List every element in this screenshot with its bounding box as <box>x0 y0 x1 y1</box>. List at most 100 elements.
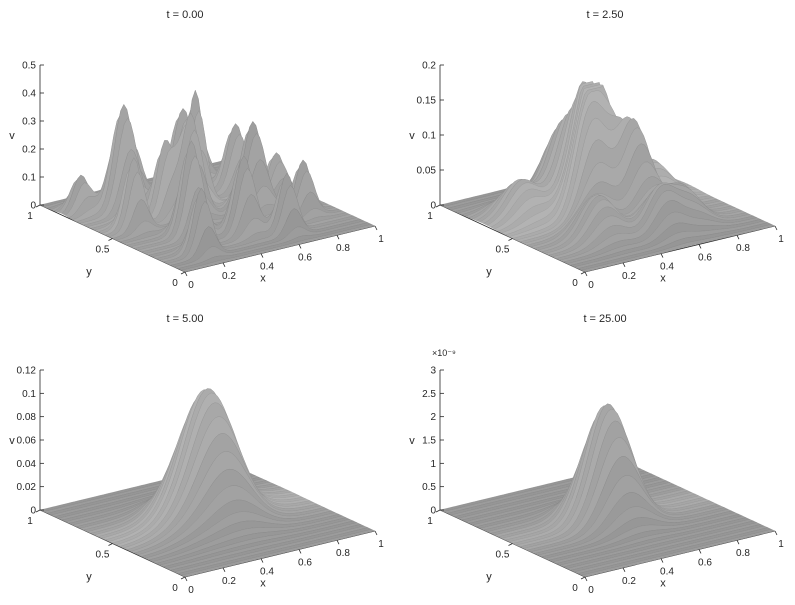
z-tick-label: 0.4 <box>22 89 36 100</box>
x-tick-mark <box>622 262 626 267</box>
y-tick-mark <box>508 543 513 546</box>
y-tick-label: 0.5 <box>96 550 110 561</box>
z-axis-label: v <box>409 130 415 142</box>
x-tick-mark <box>260 558 264 563</box>
z-tick-label: 0.15 <box>417 96 437 107</box>
z-tick-label: 0 <box>30 506 36 517</box>
z-tick-label: 0 <box>30 201 36 212</box>
x-tick-label: 0 <box>188 585 194 596</box>
x-tick-label: 0.4 <box>660 567 674 578</box>
surface-mesh <box>39 89 376 273</box>
z-tick-label: 0 <box>430 201 436 212</box>
y-tick-mark <box>35 204 41 208</box>
y-tick-mark <box>180 271 186 275</box>
x-tick-label: 1 <box>778 539 784 550</box>
z-tick-label: 1 <box>430 459 436 470</box>
x-tick-label: 0 <box>588 280 594 291</box>
z-tick-label: 0.1 <box>422 131 436 142</box>
z-tick-label: 0.3 <box>22 117 36 128</box>
z-tick-label: 0.2 <box>422 61 436 72</box>
surface-panel-3: t = 5.00 0 0.2 0.4 0.6 0.8 1 x 0 0.5 1 y 0 0.02 0.04 0.… <box>9 313 384 596</box>
surface-panel-2: t = 2.50 0 0.2 0.4 0.6 0.8 1 x 0 0.5 1 y 0 0.05 0.1 0.1… <box>409 9 784 291</box>
x-tick-mark <box>584 271 588 277</box>
z-tick-label: 0.05 <box>417 166 437 177</box>
x-tick-label: 0.4 <box>660 262 674 273</box>
x-tick-mark <box>260 253 264 258</box>
x-axis-label: x <box>660 578 666 590</box>
z-tick-label: 1.5 <box>422 436 436 447</box>
surface-mesh <box>439 403 776 578</box>
y-tick-label: 1 <box>27 211 33 222</box>
panel-title: t = 25.00 <box>583 313 626 325</box>
x-tick-label: 0.6 <box>298 557 312 568</box>
y-tick-label: 0 <box>172 583 178 594</box>
x-tick-mark <box>698 549 702 554</box>
x-tick-label: 0.2 <box>622 576 636 587</box>
x-tick-label: 0.6 <box>698 557 712 568</box>
surface-mesh <box>439 81 776 273</box>
x-tick-mark <box>736 540 740 545</box>
x-tick-mark <box>222 567 226 572</box>
surface-panel-1: t = 0.00 0 0.2 0.4 0.6 0.8 1 x 0 0.5 1 y 0 0.1 0.2 0.3 0… <box>9 9 384 291</box>
y-axis-label: y <box>86 571 92 583</box>
x-tick-mark <box>298 244 302 249</box>
x-tick-mark <box>774 225 778 231</box>
y-tick-mark <box>108 543 113 546</box>
x-tick-mark <box>622 567 626 572</box>
z-tick-label: 0.1 <box>22 173 36 184</box>
y-tick-label: 0.5 <box>496 245 510 256</box>
x-axis-label: x <box>660 273 666 285</box>
y-tick-mark <box>435 509 441 513</box>
z-tick-label: 0.1 <box>22 389 36 400</box>
y-tick-mark <box>108 238 113 241</box>
y-tick-label: 0 <box>572 583 578 594</box>
y-tick-mark <box>580 271 586 275</box>
y-tick-label: 0.5 <box>496 550 510 561</box>
z-tick-label: 0.04 <box>17 459 37 470</box>
x-tick-mark <box>584 576 588 582</box>
x-tick-label: 0.4 <box>260 262 274 273</box>
x-tick-mark <box>374 530 378 536</box>
surface-mesh <box>39 388 376 578</box>
x-tick-label: 0.4 <box>260 567 274 578</box>
x-tick-mark <box>736 235 740 240</box>
x-tick-label: 0.6 <box>298 252 312 263</box>
x-tick-mark <box>222 262 226 267</box>
panel-title: t = 5.00 <box>166 313 203 325</box>
z-axis-label: v <box>9 435 15 447</box>
x-tick-label: 0 <box>188 280 194 291</box>
x-tick-label: 1 <box>378 539 384 550</box>
x-tick-mark <box>336 235 340 240</box>
x-tick-mark <box>374 225 378 231</box>
y-tick-mark <box>35 509 41 513</box>
x-axis-label: x <box>260 273 266 285</box>
z-tick-label: 3 <box>430 366 436 377</box>
surface-panel-4: t = 25.00 0 0.2 0.4 0.6 0.8 1 x 0 0.5 1 y 0 0.5 1 1.5 2 2… <box>409 313 784 596</box>
z-tick-label: 0.02 <box>17 482 37 493</box>
y-axis-label: y <box>486 266 492 278</box>
x-tick-mark <box>660 253 664 258</box>
z-tick-label: 0.5 <box>422 482 436 493</box>
y-tick-label: 1 <box>427 516 433 527</box>
x-tick-label: 1 <box>778 234 784 245</box>
x-tick-label: 0.2 <box>622 271 636 282</box>
x-tick-label: 0.2 <box>222 576 236 587</box>
x-tick-mark <box>184 576 188 582</box>
x-tick-mark <box>698 244 702 249</box>
y-axis-label: y <box>86 266 92 278</box>
z-axis-label: v <box>9 130 15 142</box>
y-tick-mark <box>180 576 186 580</box>
x-tick-label: 0.2 <box>222 271 236 282</box>
x-axis-label: x <box>260 578 266 590</box>
z-tick-label: 0.2 <box>22 145 36 156</box>
z-exponent-label: ×10⁻⁹ <box>432 348 456 358</box>
x-tick-label: 0.8 <box>336 548 350 559</box>
z-tick-label: 0.06 <box>17 436 37 447</box>
z-axis-label: v <box>409 435 415 447</box>
x-tick-mark <box>660 558 664 563</box>
y-axis-label: y <box>486 571 492 583</box>
x-tick-mark <box>336 540 340 545</box>
z-tick-label: 2 <box>430 412 436 423</box>
